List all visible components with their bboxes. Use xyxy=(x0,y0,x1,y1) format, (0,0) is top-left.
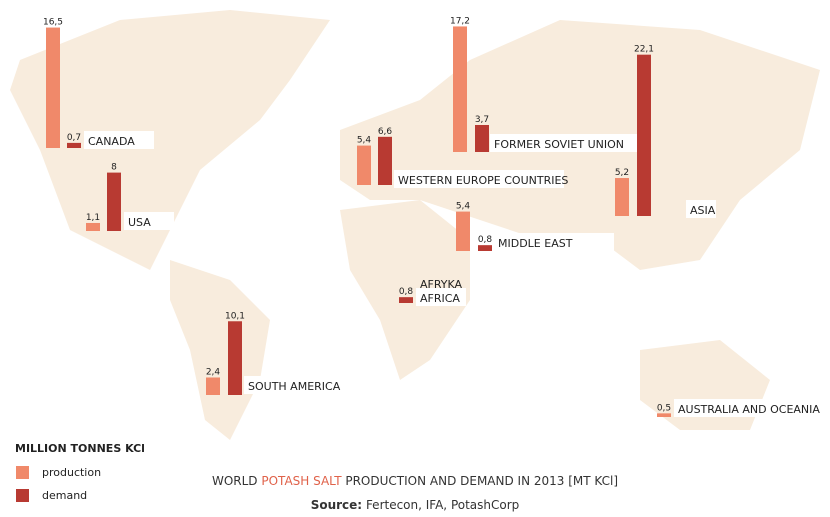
label-box xyxy=(490,134,640,152)
value-label: 17,2 xyxy=(450,16,470,26)
region-label: ASIA xyxy=(690,204,716,217)
value-label: 5,4 xyxy=(357,136,372,146)
value-label: 1,1 xyxy=(86,213,100,223)
chart-title: WORLD POTASH SALT PRODUCTION AND DEMAND … xyxy=(0,474,830,488)
title-highlight: POTASH SALT xyxy=(261,474,342,488)
bar xyxy=(357,145,371,185)
label-box xyxy=(674,399,824,417)
bar xyxy=(657,413,671,417)
bar xyxy=(107,172,121,231)
region-label: AUSTRALIA AND OCEANIA xyxy=(678,403,820,416)
region-label: SOUTH AMERICA xyxy=(248,380,341,393)
label-box xyxy=(494,233,614,251)
bar xyxy=(475,124,489,152)
title-prefix: WORLD xyxy=(211,474,258,488)
region-label: WESTERN EUROPE COUNTRIES xyxy=(398,174,568,187)
region-label: AFRICA xyxy=(420,292,460,305)
region-label: CANADA xyxy=(88,135,135,148)
value-label: 0,8 xyxy=(478,235,493,245)
label-box xyxy=(416,288,466,306)
bar xyxy=(637,54,651,216)
bar xyxy=(478,245,492,251)
bar xyxy=(615,178,629,216)
label-box xyxy=(244,376,354,394)
bar xyxy=(67,142,81,148)
legend-title: MILLION TONNES KCl xyxy=(15,442,145,455)
legend-swatch xyxy=(16,466,29,479)
bar xyxy=(378,136,392,185)
value-label: 0,8 xyxy=(399,287,414,297)
value-label: 0,7 xyxy=(67,133,81,143)
bar xyxy=(228,321,242,395)
legend-swatch xyxy=(16,489,29,502)
bar xyxy=(453,26,467,152)
label-box xyxy=(394,170,564,188)
source: Source: Fertecon, IFA, PotashCorp xyxy=(0,498,830,512)
value-label: 3,7 xyxy=(475,115,489,125)
source-label: Source: xyxy=(310,498,363,512)
value-label: 5,2 xyxy=(615,168,629,178)
value-label: 16,5 xyxy=(43,18,63,28)
bar xyxy=(399,297,413,303)
annotation: AFRYKA xyxy=(420,278,463,291)
label-box xyxy=(84,131,154,149)
value-label: 6,6 xyxy=(378,127,393,137)
label-box xyxy=(124,212,174,230)
legend-label: production xyxy=(42,466,101,479)
label-box xyxy=(686,200,716,218)
value-label: 5,4 xyxy=(456,202,471,212)
title-suffix: PRODUCTION AND DEMAND IN 2013 [MT KCl] xyxy=(345,474,619,488)
value-label: 10,1 xyxy=(225,311,245,321)
source-text: Fertecon, IFA, PotashCorp xyxy=(365,498,520,512)
bar xyxy=(456,211,470,251)
value-label: 22,1 xyxy=(634,45,654,55)
bar xyxy=(86,222,100,231)
bar xyxy=(206,377,220,395)
value-label: 0,5 xyxy=(657,403,671,413)
value-label: 8 xyxy=(111,163,117,173)
value-label: 2,4 xyxy=(206,367,221,377)
region-label: MIDDLE EAST xyxy=(498,237,573,250)
bar xyxy=(46,27,60,148)
legend-label: demand xyxy=(42,489,87,502)
region-label: FORMER SOVIET UNION xyxy=(494,138,624,151)
region-label: USA xyxy=(128,216,151,229)
